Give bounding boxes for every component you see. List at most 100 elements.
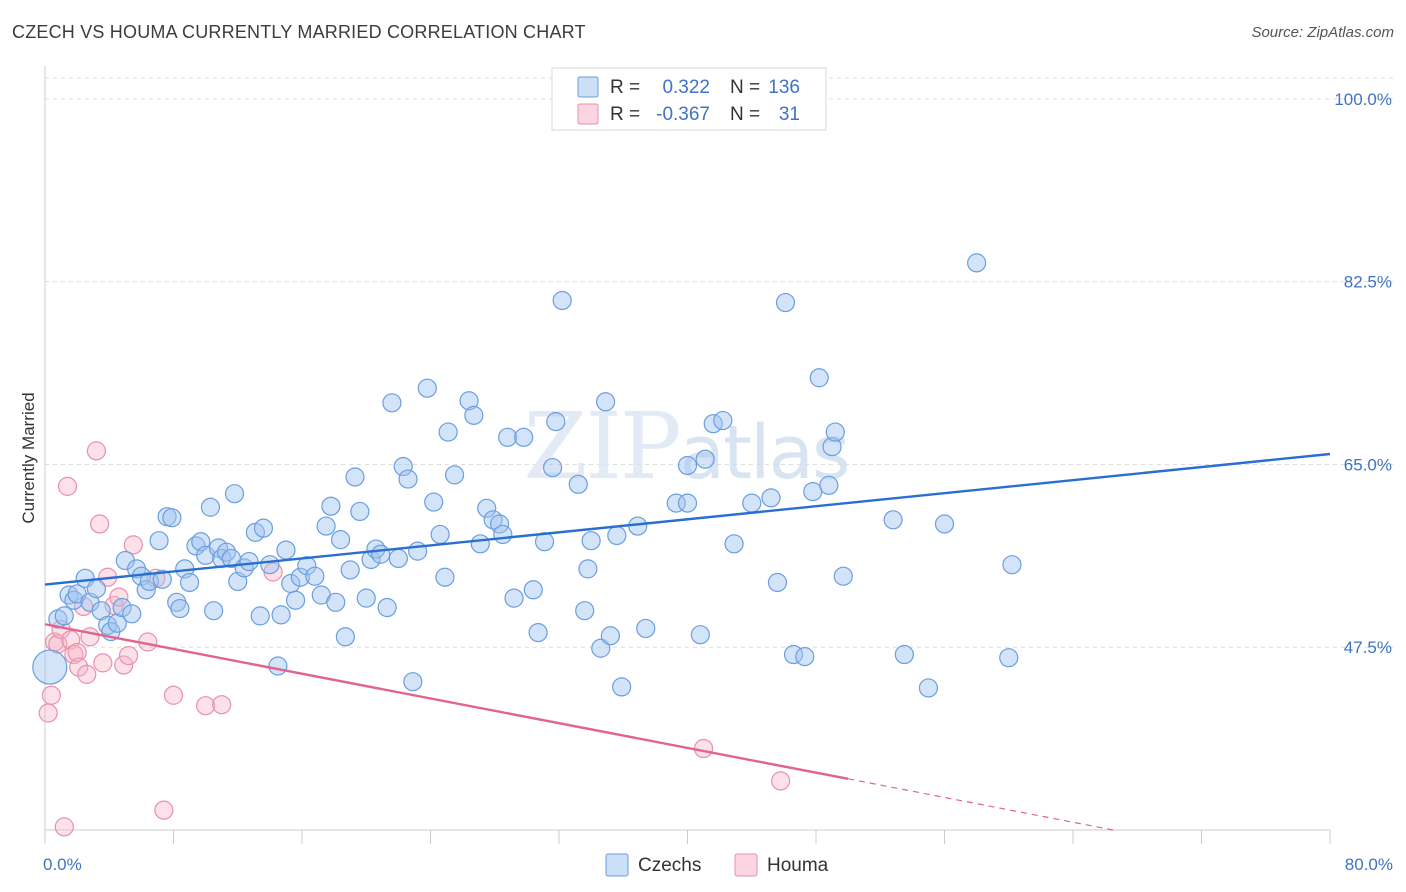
- czech-point-131: [999, 648, 1019, 668]
- czech-point-44: [260, 555, 280, 575]
- czech-point-60: [345, 467, 365, 487]
- bottom-legend: Czechs Houma: [605, 853, 829, 877]
- houma-point-5: [54, 817, 74, 837]
- czech-point-112: [713, 410, 733, 431]
- czech-point-45: [268, 656, 288, 676]
- legend-houma-r-label: R =: [610, 104, 640, 125]
- houma-point-20: [114, 655, 134, 675]
- legend-czech-n-label: N =: [730, 77, 760, 98]
- czech-point-102: [607, 525, 627, 546]
- bottom-legend-czech-swatch: [605, 853, 629, 877]
- czech-point-101: [600, 626, 621, 646]
- watermark-atlas: atlas: [680, 410, 849, 496]
- houma-point-0: [38, 703, 58, 723]
- houma-point-6: [57, 476, 78, 496]
- czech-point-54: [316, 516, 336, 536]
- legend-czech-r-value: 0.322: [662, 77, 710, 98]
- czech-point-124: [825, 422, 845, 442]
- legend-czech-swatch: [577, 76, 599, 98]
- houma-point-7: [61, 630, 81, 650]
- bottom-legend-houma-swatch: [734, 853, 758, 877]
- czech-point-31: [200, 497, 221, 517]
- houma-point-3: [48, 634, 68, 654]
- czech-point-71: [403, 672, 423, 692]
- czech-point-78: [444, 465, 465, 485]
- czech-point-97: [578, 559, 598, 579]
- czech-point-82: [477, 498, 497, 518]
- czech-point-115: [761, 488, 781, 508]
- houma-point-14: [86, 441, 107, 461]
- source-credit: Source: ZipAtlas.com: [1251, 24, 1394, 41]
- czech-point-23: [162, 508, 182, 528]
- y-tick-label-2: 82.5%: [1344, 273, 1392, 292]
- czech-point-69: [393, 456, 413, 477]
- czech-point-87: [504, 588, 524, 608]
- czech-point-21: [152, 569, 172, 589]
- x-tick-label-1: 80.0%: [1345, 855, 1393, 874]
- czech-point-46: [271, 605, 291, 625]
- houma-trend-line: [44, 623, 849, 781]
- czech-point-128: [918, 678, 939, 698]
- czech-point-75: [430, 524, 450, 545]
- czech-point-109: [690, 625, 710, 645]
- czech-point-67: [382, 393, 402, 413]
- czech-point-27: [179, 572, 200, 593]
- czech-point-126: [883, 510, 903, 530]
- czech-point-12: [107, 613, 127, 633]
- czech-point-105: [636, 618, 656, 639]
- czech-point-103: [612, 677, 632, 697]
- czech-point-58: [335, 627, 355, 647]
- houma-point-16: [93, 653, 113, 673]
- houma-point-8: [64, 644, 84, 665]
- czech-point-73: [417, 378, 437, 398]
- houma-point-10: [69, 657, 89, 677]
- y-tick-label-3: 100.0%: [1334, 90, 1392, 109]
- legend-czech-n-value: 136: [768, 77, 800, 98]
- czech-point-47: [276, 540, 296, 560]
- houma-point-25: [154, 800, 174, 820]
- houma-point-31: [771, 771, 791, 791]
- y-tick-label-0: 47.5%: [1344, 638, 1392, 657]
- czech-point-120: [803, 482, 823, 502]
- houma-point-22: [123, 535, 143, 555]
- chart-title: CZECH VS HOUMA CURRENTLY MARRIED CORRELA…: [12, 22, 586, 42]
- houma-point-15: [90, 514, 110, 534]
- legend: R = 0.322 N = 136 R = -0.367 N = 31: [551, 67, 827, 131]
- czech-point-50: [290, 567, 310, 587]
- bottom-legend-houma-label: Houma: [767, 855, 829, 876]
- czech-point-66: [377, 597, 397, 618]
- czech-point-129: [934, 514, 955, 534]
- x-tick-label-0: 0.0%: [43, 855, 82, 874]
- legend-houma-n-value: 31: [779, 104, 800, 125]
- bottom-legend-czech-label: Czechs: [638, 855, 701, 876]
- czech-point-108: [677, 455, 698, 476]
- czech-point-55: [321, 496, 341, 516]
- svg-text:ZIPatlas: ZIPatlas: [524, 393, 849, 500]
- czech-point-89: [523, 580, 543, 600]
- houma-point-9: [67, 642, 87, 663]
- czech-point-70: [398, 469, 418, 489]
- legend-houma-n-label: N =: [730, 104, 760, 125]
- czech-point-92: [542, 457, 563, 478]
- czech-point-81: [470, 534, 490, 554]
- czech-point-100: [595, 392, 616, 412]
- czech-point-95: [568, 474, 588, 494]
- houma-point-21: [118, 645, 139, 666]
- czech-point-106: [666, 493, 686, 513]
- czech-point-121: [809, 368, 829, 388]
- houma-point-26: [163, 685, 184, 705]
- czech-point-40: [239, 551, 259, 572]
- legend-czech-r-label: R =: [610, 77, 640, 98]
- czech-point-80: [464, 405, 484, 425]
- czech-point-13: [112, 597, 132, 618]
- czech-series: [32, 253, 1022, 698]
- czech-point-42: [250, 606, 270, 626]
- trend-lines: [44, 452, 1331, 831]
- czech-point-122: [819, 475, 839, 495]
- czech-point-43: [253, 518, 274, 538]
- czech-point-20: [149, 531, 169, 551]
- czech-point-130: [967, 253, 987, 273]
- czech-point-15: [122, 604, 142, 624]
- houma-point-12: [77, 664, 97, 684]
- houma-trend-extension: [848, 778, 1114, 831]
